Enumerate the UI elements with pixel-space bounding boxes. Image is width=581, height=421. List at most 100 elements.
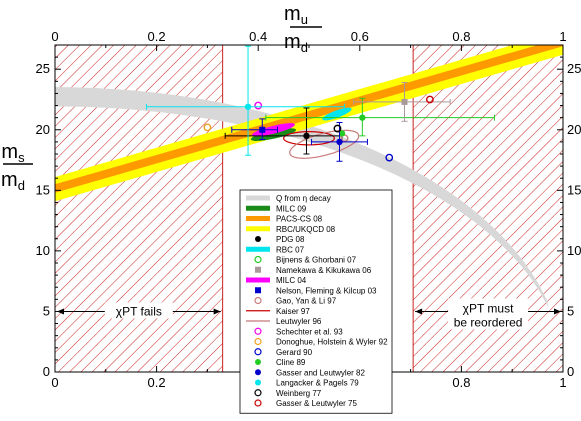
legend-label: Weinberg 77 [276,389,322,398]
y-tick-label-right: 0 [567,364,574,379]
lattice-bands [55,45,563,202]
x-tick-label-bottom: 0.2 [148,375,166,390]
legend-symbol [246,205,270,211]
marker [333,124,342,133]
marker [359,114,366,121]
point-gasser-leutwyler-75 [426,95,434,104]
legend-label: RBC/UKQCD 08 [276,225,336,234]
legend-item-gasser-leutwyler-75: Gasser & Leutwyler 75 [254,399,357,408]
legend-item-langacker-pagels-79: Langacker & Pagels 79 [255,379,359,388]
legend-symbol [254,348,262,356]
data-points [145,45,495,162]
legend-label: Leutwyler 96 [276,317,322,326]
legend-item-gao-yan-li-97: Gao, Yan & Li 97 [254,296,337,306]
top-axis-denominator: md [284,31,308,55]
region-label-left: χPT fails [116,304,162,318]
plot-area [55,45,563,307]
legend-symbol [246,246,270,252]
legend-symbol [255,266,261,273]
point-bijnens-ghorbani-07 [265,97,495,137]
legend-item-rbc-07: RBC 07 [246,245,305,254]
marker [244,103,252,110]
legend-label: PDG 08 [276,235,305,244]
y-tick-label-left: 10 [36,243,50,258]
legend-symbol [254,296,262,305]
legend-item-nelson-fleming-kilcup-03: Nelson, Fleming & Kilcup 03 [255,286,377,295]
legend-item-pacs-cs-08: PACS-CS 08 [246,215,323,224]
legend-label: Gasser & Leutwyler 75 [276,399,357,408]
label-bg [448,298,529,330]
x-tick-label-top: 0.4 [249,29,267,44]
left-axis-denominator: md [1,169,25,193]
legend-item-rbc-ukqcd-08: RBC/UKQCD 08 [246,225,336,234]
x-tick-label-bottom: 0.8 [452,375,470,390]
x-tick-label-top: 0.2 [148,29,166,44]
legend-label: Q from η decay [276,194,331,203]
y-tick-label-left: 20 [36,122,50,137]
legend-item-namekawa-kikukawa-06: Namekawa & Kikukawa 06 [255,266,372,275]
legend-label: Gasser and Leutwyler 82 [276,368,365,377]
legend-symbol [255,287,261,294]
region-label-right: be reordered [454,315,523,329]
left-axis-label: ms md [1,141,33,193]
legend-label: MILC 04 [276,276,307,285]
point-langacker-pagels-79 [145,45,346,156]
point-weinberg-77 [333,124,342,133]
legend-label: Gerard 90 [276,348,313,357]
point-nelson-fleming-kilcup-03 [231,118,279,140]
marker [426,95,434,104]
region-label-right: χPT must [463,301,514,315]
legend-symbol [254,389,262,397]
legend-label: Gao, Yan & Li 97 [276,297,337,306]
legend-label: Namekawa & Kikukawa 06 [276,266,372,275]
legend-item-kaiser-97: Kaiser 97 [246,307,310,316]
legend-item-gasser-and-leutwyler-82: Gasser and Leutwyler 82 [255,368,365,377]
legend-symbol [246,277,270,283]
legend-symbol [254,337,262,346]
legend-label: PACS-CS 08 [276,215,323,224]
legend-label: Bijnens & Ghorbani 07 [276,256,357,265]
marker [385,153,394,162]
legend-label: Schechter et al. 93 [276,327,343,336]
legend-item-gerard-90: Gerard 90 [254,348,313,357]
arrowhead [415,308,423,315]
legend-item-milc-04: MILC 04 [246,276,307,285]
legend-symbol [255,359,261,365]
axis-ticks: 000.20.20.40.40.60.60.80.811005510101515… [36,29,581,390]
band-pacs-cs-08 [55,45,563,193]
marker [259,126,266,133]
band-rbc-ukqcd-08 [55,45,563,202]
legend-symbol [254,255,262,264]
arrowhead [213,308,221,315]
legend-symbol [255,379,261,386]
y-tick-label-left: 25 [36,61,50,76]
legend-label: Cline 89 [276,358,306,367]
y-tick-label-left: 0 [43,364,50,379]
legend-symbol [255,236,261,242]
ellipse-kaiser-97 [283,130,336,146]
y-tick-label-right: 10 [567,243,581,258]
legend-item-cline-89: Cline 89 [255,358,306,367]
point-gerard-90 [385,153,394,162]
left-axis-numerator: ms [1,141,25,165]
legend-item-schechter-et-al-93: Schechter et al. 93 [254,327,343,336]
y-tick-label-right: 15 [567,182,581,197]
marker [203,123,212,132]
legend-item-donoghue-holstein-wyler-92: Donoghue, Holstein & Wyler 92 [254,337,388,347]
legend-label: Donoghue, Holstein & Wyler 92 [276,338,388,347]
legend-label: Nelson, Fleming & Kilcup 03 [276,286,377,295]
legend-symbol [254,327,262,335]
x-tick-label-bottom: 1 [559,375,566,390]
q-band-q-from-decay [55,87,548,307]
legend-symbol [246,216,270,221]
legend-symbol [246,226,270,232]
y-tick-label-right: 25 [567,61,581,76]
legend-label: Kaiser 97 [276,307,310,316]
point-schechter-et-al-93 [254,101,263,110]
legend-symbol [254,399,262,407]
x-tick-label-top: 0 [51,29,58,44]
marker [303,132,310,140]
y-tick-label-left: 15 [36,182,50,197]
legend-label: RBC 07 [276,245,305,254]
